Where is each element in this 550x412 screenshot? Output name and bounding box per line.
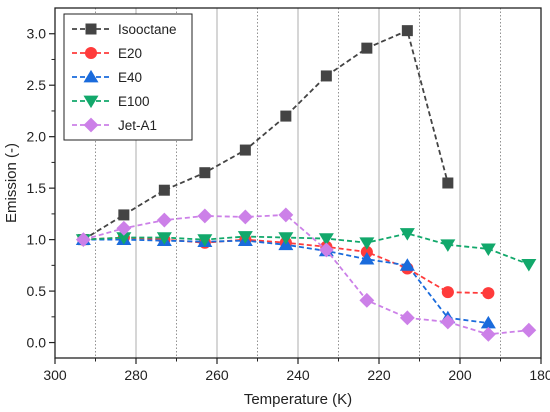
- y-tick-label: 0.5: [27, 283, 47, 299]
- data-point: [116, 232, 132, 245]
- grid-lines: [95, 8, 501, 358]
- legend-item: E40: [72, 69, 142, 85]
- data-point: [441, 286, 454, 299]
- data-point: [442, 177, 454, 189]
- y-tick-label: 1.5: [27, 180, 47, 196]
- legend-label: E20: [118, 46, 142, 61]
- legend-box: [63, 13, 193, 141]
- legend-marker: [83, 69, 99, 83]
- legend-item: Jet-A1: [72, 117, 157, 133]
- x-tick-label: 180: [529, 367, 550, 383]
- data-point: [521, 258, 537, 272]
- data-point: [278, 232, 294, 245]
- data-point: [197, 208, 213, 224]
- series-isooctane: [77, 25, 454, 246]
- data-point: [75, 232, 91, 248]
- data-point: [399, 310, 415, 326]
- legend-marker: [83, 117, 99, 133]
- data-point: [359, 237, 375, 250]
- legend-item: E20: [72, 46, 142, 61]
- x-tick-label: 240: [286, 367, 310, 383]
- x-tick-label: 260: [205, 367, 229, 383]
- data-point: [239, 144, 251, 156]
- legend-label: Jet-A1: [118, 118, 157, 133]
- series-layer: [75, 25, 537, 342]
- series-e40: [75, 232, 496, 329]
- y-tick-label: 2.5: [27, 77, 47, 93]
- data-point: [480, 243, 496, 257]
- y-tick-label: 0.0: [27, 335, 47, 351]
- data-point: [197, 234, 213, 247]
- data-point: [116, 220, 132, 236]
- data-point: [320, 70, 332, 82]
- data-point: [399, 228, 415, 241]
- data-point: [521, 322, 537, 338]
- series-jet-a1: [75, 207, 537, 342]
- data-point: [280, 110, 292, 122]
- legend-marker: [83, 95, 99, 109]
- data-point: [156, 212, 172, 228]
- data-point: [318, 242, 334, 258]
- data-point: [318, 233, 334, 246]
- x-tick-label: 220: [367, 367, 391, 383]
- x-tick-label: 300: [43, 367, 67, 383]
- series-line: [83, 213, 529, 336]
- data-point: [399, 258, 415, 271]
- data-point: [278, 207, 294, 223]
- legend-label: E100: [118, 94, 150, 109]
- data-point: [359, 252, 375, 265]
- data-point: [237, 209, 253, 225]
- series-line: [82, 29, 449, 241]
- legend-label: E40: [118, 70, 142, 85]
- legend-marker: [85, 23, 97, 35]
- legend-item: Isooctane: [72, 22, 177, 37]
- data-point: [361, 42, 373, 54]
- data-point: [482, 287, 495, 300]
- data-point: [199, 167, 211, 179]
- axes: 300 280 260 240 220 200 180 0.0 0.5 1.0 1.5 2.0 2.5 3…: [27, 26, 550, 383]
- data-point: [440, 314, 456, 330]
- y-tick-label: 1.0: [27, 232, 47, 248]
- x-axis-title: Temperature (K): [244, 391, 352, 408]
- legend-label: Isooctane: [118, 22, 177, 37]
- data-point: [360, 245, 373, 259]
- x-tick-label: 200: [448, 367, 472, 383]
- data-point: [480, 326, 496, 342]
- series-line: [83, 232, 530, 266]
- data-point: [401, 25, 413, 37]
- data-point: [237, 231, 253, 244]
- data-point: [158, 184, 170, 196]
- y-axis-title: Emission (-): [3, 143, 20, 223]
- data-point: [359, 292, 375, 308]
- data-point: [480, 315, 496, 329]
- data-point: [118, 209, 130, 221]
- legend-item: E100: [72, 94, 150, 109]
- x-tick-label: 280: [124, 367, 148, 383]
- legend-marker: [84, 46, 98, 60]
- data-point: [440, 239, 456, 252]
- legend: Isooctane E20 E40 E100 Jet-A1: [63, 13, 193, 141]
- y-tick-label: 3.0: [27, 26, 47, 42]
- data-point: [156, 232, 172, 245]
- y-tick-label: 2.0: [27, 129, 47, 145]
- series-e100: [75, 228, 537, 272]
